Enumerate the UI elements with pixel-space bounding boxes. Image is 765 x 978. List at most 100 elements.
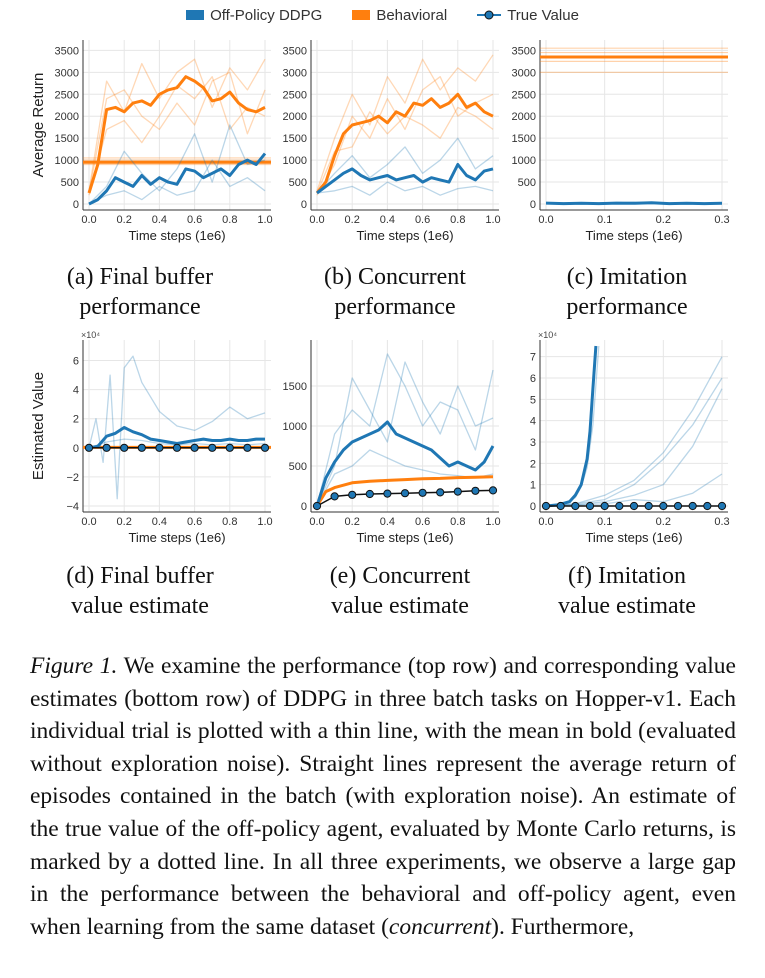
x-tick-label: 0.2 (117, 516, 132, 528)
y-axis-label: Estimated Value (30, 372, 47, 480)
true-value-marker (365, 489, 374, 499)
subcaption-c-line1: (c) Imitation (566, 264, 688, 290)
chart-c: 0.0 0.1 0.2 0.3 0 500 1000 1500 2000 2500 3000 3500… (512, 40, 730, 243)
series-line-off-policy-ddpg (545, 345, 598, 508)
legend-label-true-value: True Value (507, 6, 579, 24)
series-line-off-policy-ddpg (88, 152, 267, 206)
plot-area (312, 353, 498, 511)
subcaption-d: (d) Final buffer value estimate (40, 561, 240, 621)
true-value-marker (644, 501, 653, 511)
x-tick-label: 0.1 (597, 516, 612, 528)
true-value-marker (225, 443, 234, 452)
subcaption-a-line2: performance (79, 294, 201, 320)
plot-area (83, 355, 271, 500)
x-tick-label: 0.0 (81, 516, 96, 528)
subcaption-a: (a) Final buffer performance (40, 262, 240, 322)
true-value-marker (703, 501, 712, 511)
x-tick-label: 0.6 (415, 214, 430, 226)
x-tick-label: 0.2 (656, 214, 671, 226)
y-tick-label: 6 (73, 356, 79, 368)
series-line-behavioral (316, 106, 494, 194)
y-tick-label: 2000 (512, 111, 536, 123)
series-line-behavioral (315, 92, 494, 194)
series-line-behavioral (87, 75, 266, 194)
true-value-marker (243, 443, 252, 452)
figure-caption-emphasis: concurrent (388, 913, 492, 940)
x-tick-label: 0.3 (714, 214, 729, 226)
y-tick-label: 2000 (283, 111, 307, 123)
x-tick-label: 0.4 (380, 516, 395, 528)
y-tick-label: 0 (530, 501, 536, 513)
true-value-marker (585, 501, 595, 511)
y-tick-label: 5 (530, 394, 536, 406)
legend-label-offpolicy: Off-Policy DDPG (210, 6, 323, 24)
x-tick-label: 0.1 (597, 214, 612, 226)
true-value-marker (571, 501, 580, 511)
x-tick-label: 0.4 (380, 214, 395, 226)
series-line-behavioral (88, 71, 266, 194)
chart-f: 0.0 0.1 0.2 0.3 0 1 2 3 4 5 6 7 Time steps (1e6) ×10⁴ (530, 330, 730, 545)
y-tick-label: 0 (530, 199, 536, 211)
x-tick-label: 0.0 (309, 516, 324, 528)
y-tick-label: 6 (530, 373, 536, 385)
chart-e: 0.0 0.2 0.4 0.6 0.8 1.0 0 500 1000 1500 Time steps… (283, 340, 501, 545)
y-tick-label: 500 (61, 177, 79, 189)
legend-swatch-offpolicy (186, 10, 205, 20)
y-tick-label: 1500 (55, 133, 79, 145)
y-tick-label: 1000 (283, 421, 307, 433)
y-tick-label: 0 (73, 443, 79, 455)
x-tick-label: 0.3 (714, 516, 729, 528)
subcaption-d-line2: value estimate (71, 593, 209, 619)
subcaption-c-line2: performance (566, 294, 688, 320)
y-tick-label: 2500 (512, 89, 536, 101)
legend-item-offpolicy: Off-Policy DDPG (186, 7, 322, 24)
figure-caption-tail: ). Furthermore, (491, 913, 635, 940)
x-tick-label: 0.8 (450, 214, 465, 226)
series-line-off-policy-ddpg (316, 137, 494, 194)
chart-b: 0.0 0.2 0.4 0.6 0.8 1.0 0 500 1000 1500 2000 2500 30… (283, 40, 501, 243)
x-tick-label: 0.0 (538, 214, 553, 226)
subcaption-f-line1: (f) Imitation (568, 563, 686, 589)
y-tick-label: 2000 (55, 111, 79, 123)
series-line-behavioral (315, 475, 494, 507)
subcaption-d-line1: (d) Final buffer (66, 563, 214, 589)
true-value-marker (436, 488, 445, 497)
x-tick-label: 0.8 (222, 516, 237, 528)
plot-area (540, 47, 728, 206)
figure-caption-label: Figure 1. (30, 653, 118, 679)
true-value-marker (172, 443, 182, 452)
y-tick-label: 2 (530, 458, 536, 470)
x-tick-label: 1.0 (257, 516, 272, 528)
series-line-off-policy-ddpg (316, 181, 494, 196)
series-line-off-policy-ddpg (316, 353, 494, 507)
x-tick-label: 0.6 (415, 516, 430, 528)
true-value-marker (717, 501, 727, 511)
y-tick-label: 4 (73, 385, 79, 397)
series-line-off-policy-ddpg (545, 201, 723, 206)
true-value-marker (383, 489, 392, 498)
true-value-marker (208, 443, 217, 452)
y-tick-label: 500 (289, 177, 307, 189)
y-tick-label: 2 (73, 414, 79, 426)
legend-label-behavioral: Behavioral (376, 6, 448, 24)
true-value-marker (312, 501, 322, 511)
true-value-marker (102, 443, 111, 452)
true-value-marker (659, 501, 668, 511)
true-value-marker (556, 501, 565, 511)
figure-legend: Off-Policy DDPG Behavioral True Value (0, 4, 765, 26)
series-line-behavioral (88, 58, 266, 191)
y-tick-label: 0 (301, 501, 307, 513)
x-tick-label: 0.4 (152, 516, 167, 528)
true-value-marker (330, 492, 339, 501)
chart-a: 0.0 0.2 0.4 0.6 0.8 1.0 0 500 1000 1500 2000 2500 30… (30, 40, 273, 243)
x-tick-label: 0.6 (187, 214, 202, 226)
x-tick-label: 0.6 (187, 516, 202, 528)
y-tick-label: 4 (530, 416, 536, 428)
y-tick-label: 500 (518, 177, 536, 189)
y-tick-label: 2500 (55, 89, 79, 101)
legend-item-true-value: True Value (477, 7, 579, 24)
x-tick-label: 0.8 (222, 214, 237, 226)
true-value-marker (600, 501, 609, 511)
subcaption-c: (c) Imitation performance (522, 262, 732, 322)
x-tick-label: 0.8 (450, 516, 465, 528)
